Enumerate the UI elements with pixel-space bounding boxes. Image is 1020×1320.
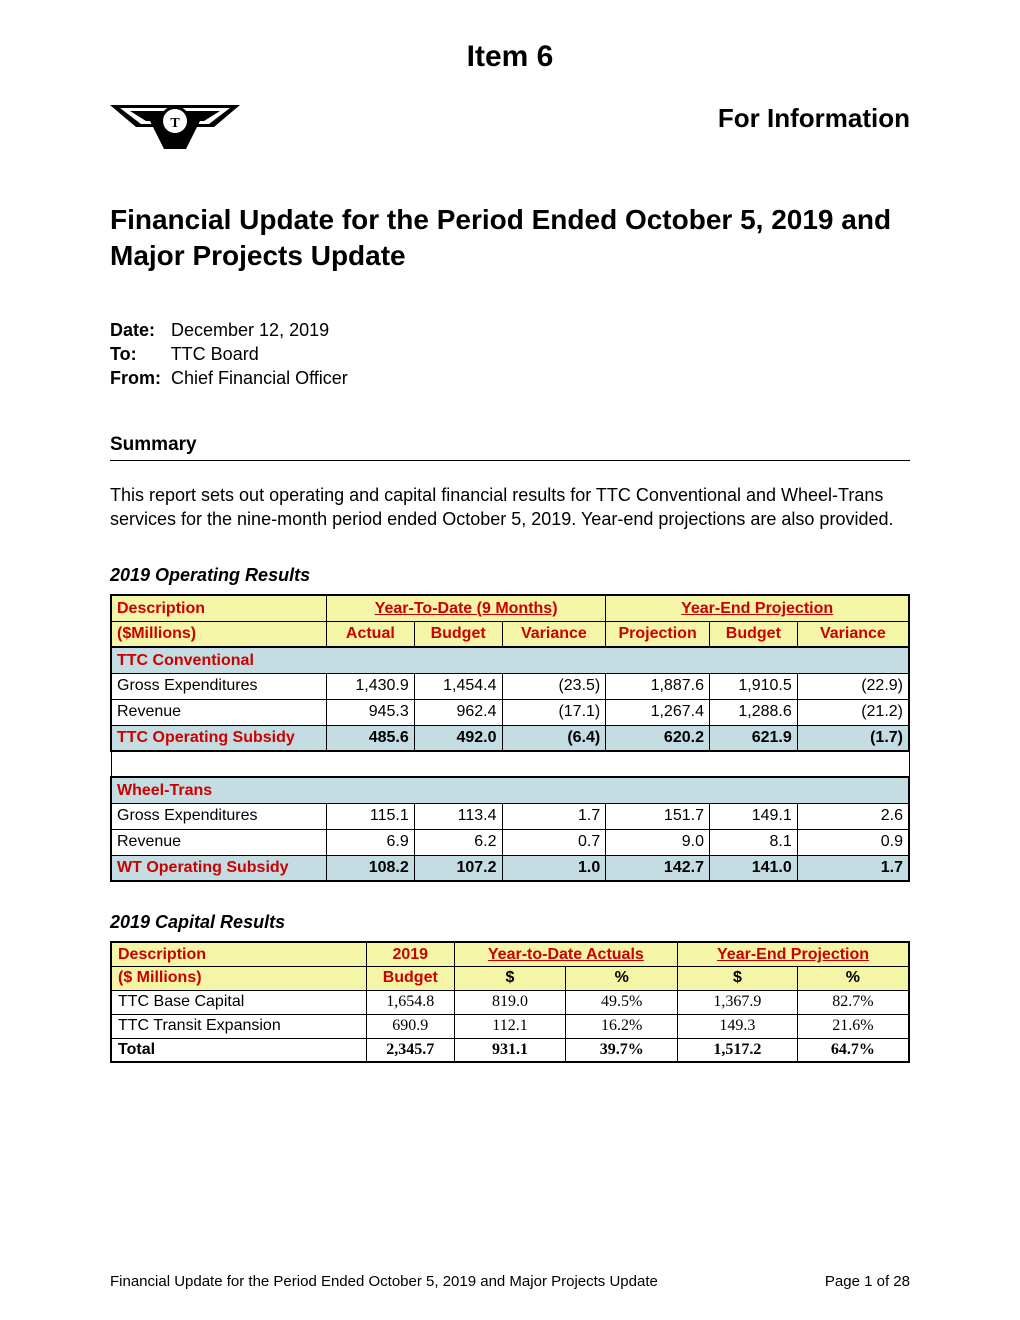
table-row: Gross Expenditures 1,430.9 1,454.4 (23.5… [111,673,909,699]
op-total-row: WT Operating Subsidy 108.2 107.2 1.0 142… [111,855,909,881]
operating-table: Description Year-To-Date (9 Months) Year… [110,594,910,882]
op-section-wheeltrans: Wheel-Trans [111,777,909,803]
meta-from: From: Chief Financial Officer [110,368,910,389]
table-row: Revenue 945.3 962.4 (17.1) 1,267.4 1,288… [111,699,909,725]
svg-text:T: T [170,116,180,131]
table-row: Gross Expenditures 115.1 113.4 1.7 151.7… [111,803,909,829]
cap-col-pct: % [566,966,678,990]
for-information-label: For Information [718,103,910,134]
summary-heading: Summary [110,434,910,461]
ttc-logo: T [110,99,240,157]
op-section-conventional: TTC Conventional [111,647,909,673]
cap-col-dollar2: $ [678,966,798,990]
op-col-desc: Description [111,595,326,621]
cap-col-desc: Description [111,942,366,966]
capital-table: Description 2019 Year-to-Date Actuals Ye… [110,941,910,1063]
op-col-budget: Budget [414,621,502,647]
op-col-variance2: Variance [797,621,909,647]
op-col-unit: ($Millions) [111,621,326,647]
summary-text: This report sets out operating and capit… [110,483,910,532]
item-number: Item 6 [110,40,910,74]
report-title: Financial Update for the Period Ended Oc… [110,202,910,275]
from-label: From: [110,368,166,389]
op-total-row: TTC Operating Subsidy 485.6 492.0 (6.4) … [111,725,909,751]
meta-date: Date: December 12, 2019 [110,320,910,341]
cap-col-pct2: % [797,966,909,990]
cap-total-row: Total 2,345.7 931.1 39.7% 1,517.2 64.7% [111,1038,909,1062]
table-row: Revenue 6.9 6.2 0.7 9.0 8.1 0.9 [111,829,909,855]
cap-col-dollar: $ [454,966,566,990]
table-row: TTC Base Capital 1,654.8 819.0 49.5% 1,3… [111,990,909,1014]
cap-col-2019: 2019 [366,942,454,966]
from-value: Chief Financial Officer [171,368,348,388]
date-value: December 12, 2019 [171,320,329,340]
op-col-projection: Projection [606,621,710,647]
op-col-budget2: Budget [709,621,797,647]
cap-col-ytd: Year-to-Date Actuals [454,942,677,966]
page-footer: Financial Update for the Period Ended Oc… [110,1273,910,1290]
capital-heading: 2019 Capital Results [110,912,910,933]
table-row: TTC Transit Expansion 690.9 112.1 16.2% … [111,1014,909,1038]
op-col-actual: Actual [326,621,414,647]
footer-page: Page 1 of 28 [825,1273,910,1290]
to-label: To: [110,344,166,365]
to-value: TTC Board [171,344,259,364]
footer-title: Financial Update for the Period Ended Oc… [110,1273,658,1290]
cap-col-yep: Year-End Projection [678,942,909,966]
date-label: Date: [110,320,166,341]
op-col-yep: Year-End Projection [606,595,909,621]
op-col-variance: Variance [502,621,606,647]
meta-to: To: TTC Board [110,344,910,365]
cap-col-budget: Budget [366,966,454,990]
cap-col-unit: ($ Millions) [111,966,366,990]
op-col-ytd: Year-To-Date (9 Months) [326,595,605,621]
operating-heading: 2019 Operating Results [110,565,910,586]
